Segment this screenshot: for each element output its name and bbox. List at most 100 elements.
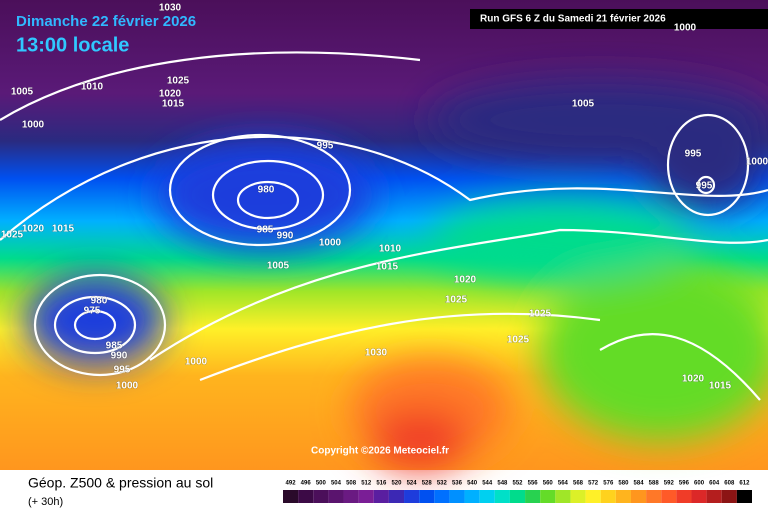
scale-swatch — [464, 490, 480, 503]
scale-label: 496 — [301, 481, 312, 487]
scale-label: 504 — [331, 481, 342, 487]
scale-label: 612 — [739, 481, 750, 487]
scale-swatch — [313, 490, 329, 503]
scale-label: 560 — [543, 481, 554, 487]
scale-swatch — [661, 490, 677, 503]
scale-label: 492 — [286, 481, 297, 487]
scale-swatch — [479, 490, 495, 503]
valid-date: Dimanche 22 février 2026 — [16, 13, 196, 30]
scale-swatch — [585, 490, 601, 503]
scale-swatch — [525, 490, 541, 503]
scale-label: 604 — [709, 481, 720, 487]
scale-swatch — [721, 490, 737, 503]
isobar-label: 985 — [106, 341, 123, 352]
isobar-label: 1015 — [52, 224, 75, 235]
isobar-label: 995 — [114, 365, 131, 376]
scale-label: 592 — [664, 481, 675, 487]
scale-swatch — [388, 490, 405, 503]
isobar-label: 1025 — [445, 295, 468, 306]
scale-label: 564 — [558, 481, 569, 487]
isobar-label: 1025 — [1, 230, 24, 241]
isobar-label: 1030 — [365, 348, 388, 359]
run-info: Run GFS 6 Z du Samedi 21 février 2026 — [480, 14, 666, 25]
isobar-label: 1000 — [319, 238, 342, 249]
scale-label: 540 — [467, 481, 478, 487]
isobar-label: 1000 — [116, 381, 139, 392]
isobar-label: 1010 — [81, 82, 104, 93]
isobar-label: 1025 — [529, 309, 552, 320]
legend-title: Géop. Z500 & pression au sol — [28, 475, 213, 491]
scale-label: 528 — [422, 481, 433, 487]
isobar-label: 1015 — [376, 262, 399, 273]
isobar-label: 1000 — [185, 357, 208, 368]
scale-label: 596 — [679, 481, 690, 487]
scale-label: 576 — [603, 481, 614, 487]
isobar-label: 1010 — [379, 244, 402, 255]
isobar-label: 1005 — [267, 261, 290, 272]
scale-label: 548 — [497, 481, 508, 487]
isobar-label: 1020 — [22, 224, 45, 235]
scale-swatch — [283, 490, 299, 503]
isobar-label: 1000 — [22, 120, 45, 131]
isobar-label: 980 — [91, 296, 108, 307]
color-scale: 492 496 500 504 508 512 516 520 524 528 532 536 540 5… — [283, 481, 752, 503]
scale-label: 572 — [588, 481, 599, 487]
isobar-label: 1015 — [709, 381, 732, 392]
scale-swatch — [736, 490, 752, 503]
scale-label: 500 — [316, 481, 327, 487]
scale-swatch — [676, 490, 692, 503]
scale-label: 516 — [376, 481, 387, 487]
scale-label: 524 — [407, 481, 418, 487]
scale-swatch — [691, 490, 707, 503]
scale-label: 580 — [618, 481, 629, 487]
scale-swatch — [434, 490, 450, 503]
scale-label: 532 — [437, 481, 448, 487]
scale-swatch — [298, 490, 314, 503]
scale-swatch — [540, 490, 556, 503]
isobar-label: 1025 — [167, 76, 190, 87]
isobar-label: 1005 — [572, 99, 595, 110]
scale-label: 552 — [512, 481, 523, 487]
isobar-label: 1020 — [159, 89, 182, 100]
scale-label: 588 — [649, 481, 660, 487]
scale-swatch — [509, 490, 526, 503]
scale-swatch — [449, 490, 465, 503]
scale-label: 568 — [573, 481, 584, 487]
lead-time: (+ 30h) — [28, 496, 63, 508]
scale-label: 520 — [391, 481, 402, 487]
local-time: 13:00 locale — [16, 34, 129, 56]
isobar-label: 1005 — [11, 87, 34, 98]
isobar-label: 1020 — [682, 374, 705, 385]
isobar-label: 1000 — [746, 157, 768, 168]
isobar-label: 980 — [258, 185, 275, 196]
map — [0, 0, 768, 470]
scale-swatch — [419, 490, 435, 503]
scale-label: 556 — [528, 481, 539, 487]
isobar-label: 990 — [111, 351, 128, 362]
isobar-label: 1015 — [162, 99, 185, 110]
scale-swatch — [373, 490, 389, 503]
copyright: Copyright ©2026 Meteociel.fr — [311, 446, 449, 457]
scale-swatch — [615, 490, 631, 503]
scale-swatch — [600, 490, 616, 503]
scale-swatch — [570, 490, 586, 503]
scale-swatch — [404, 490, 420, 503]
scale-label: 600 — [694, 481, 705, 487]
isobar-label: 975 — [84, 306, 101, 317]
scale-swatch — [646, 490, 662, 503]
isobar-label: 985 — [257, 225, 274, 236]
isobar-label: 995 — [696, 181, 713, 192]
scale-label: 536 — [452, 481, 463, 487]
isobar-label: 990 — [277, 231, 294, 242]
scale-swatch — [343, 490, 359, 503]
isobar-label: 1025 — [507, 335, 530, 346]
scale-label: 584 — [634, 481, 645, 487]
scale-label: 512 — [361, 481, 372, 487]
scale-label: 508 — [346, 481, 357, 487]
isobar-label: 995 — [685, 149, 702, 160]
scale-swatch — [706, 490, 722, 503]
isobar-label: 1020 — [454, 275, 477, 286]
scale-label: 544 — [482, 481, 493, 487]
